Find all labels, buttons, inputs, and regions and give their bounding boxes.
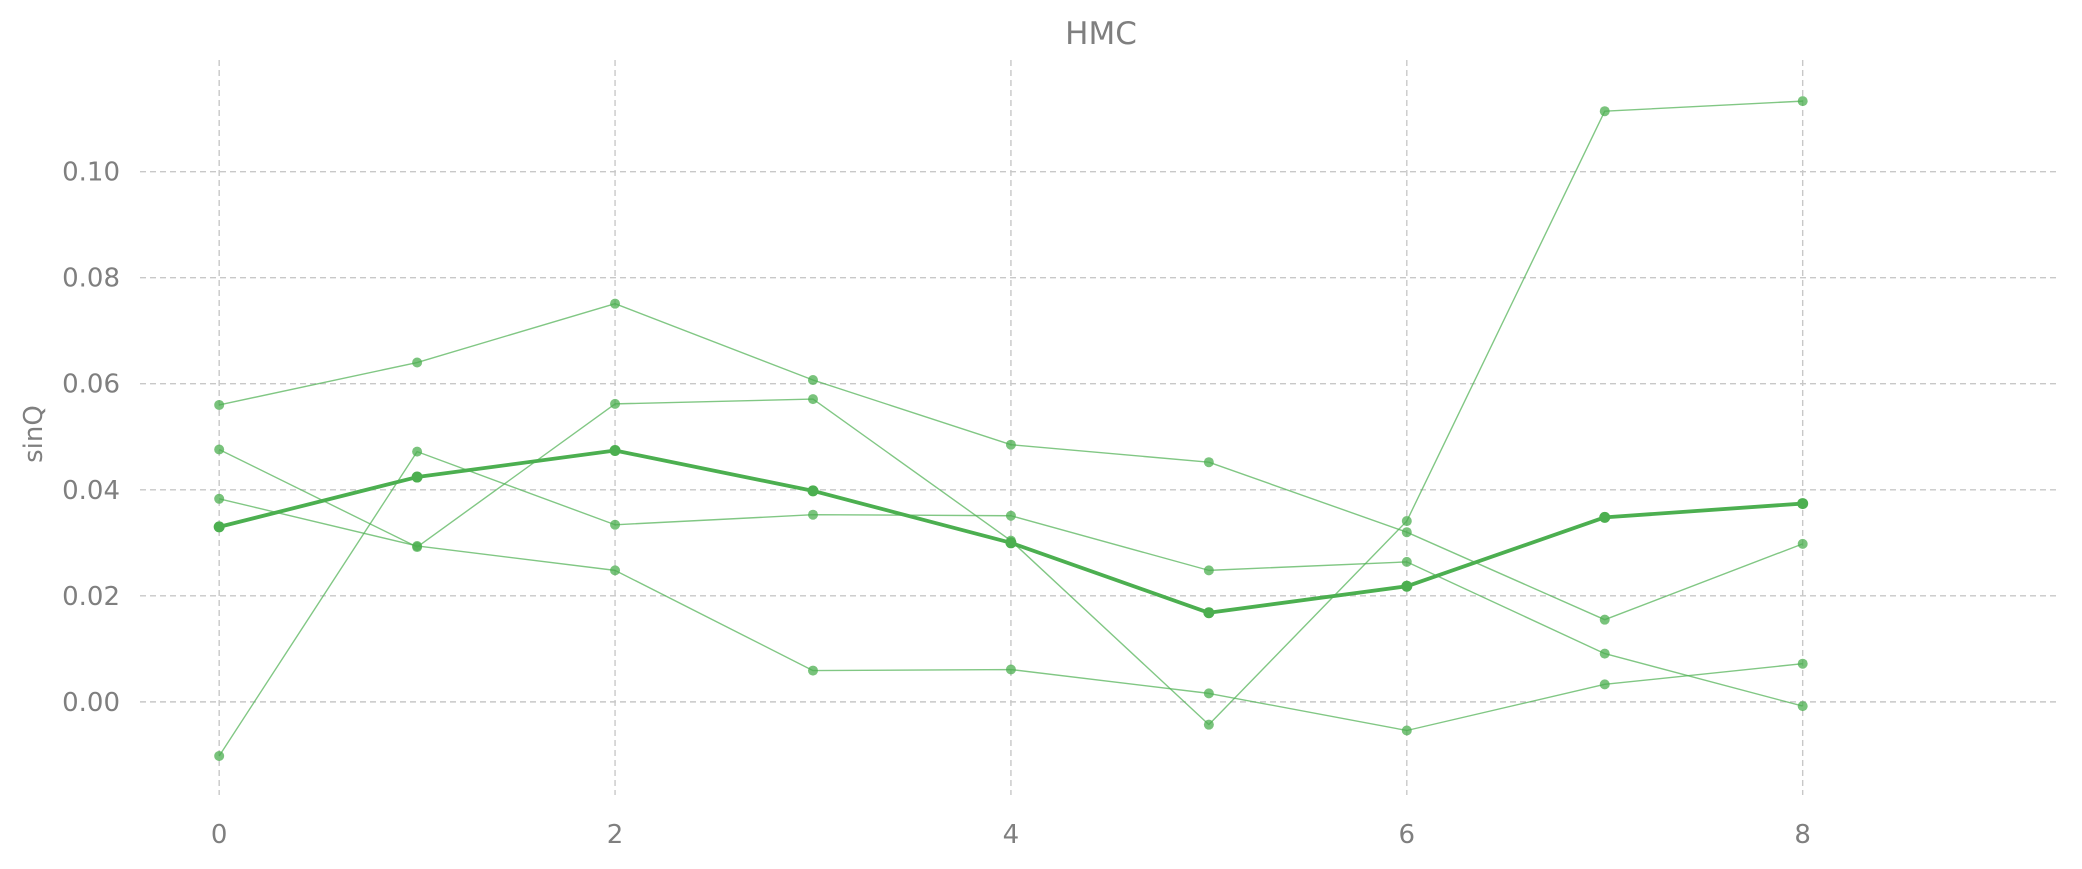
x-tick-label: 6 — [1399, 820, 1416, 850]
y-axis-label: sinQ — [19, 405, 49, 463]
data-point — [609, 445, 621, 457]
data-point — [1599, 614, 1610, 625]
data-point — [1401, 725, 1412, 736]
y-tick-label: 0.04 — [62, 476, 120, 506]
data-point — [1203, 719, 1214, 730]
y-tick-label: 0.02 — [62, 582, 120, 612]
y-tick-label: 0.06 — [62, 370, 120, 400]
data-point — [1005, 510, 1016, 521]
series-4 — [214, 446, 1808, 761]
data-point — [610, 565, 621, 576]
y-tick-label: 0.10 — [62, 158, 120, 188]
grid — [140, 60, 2060, 795]
data-point — [807, 375, 818, 386]
data-point — [412, 540, 423, 551]
data-point — [807, 665, 818, 676]
x-tick-label: 4 — [1003, 820, 1020, 850]
chart-title: HMC — [1065, 16, 1137, 52]
data-point — [1203, 607, 1215, 619]
data-point — [1797, 658, 1808, 669]
series-5 — [213, 445, 1809, 619]
series-lines — [213, 96, 1809, 761]
data-point — [1005, 664, 1016, 675]
x-tick-label: 8 — [1794, 820, 1811, 850]
data-point — [213, 521, 225, 533]
data-point — [610, 519, 621, 530]
data-point — [214, 493, 225, 504]
data-point — [1401, 556, 1412, 567]
series-3 — [214, 493, 1808, 736]
y-tick-label: 0.00 — [62, 688, 120, 718]
data-point — [807, 394, 818, 405]
data-point — [1005, 537, 1017, 549]
data-point — [1203, 688, 1214, 699]
data-point — [412, 446, 423, 457]
data-point — [610, 298, 621, 309]
data-point — [1599, 106, 1610, 117]
data-point — [1797, 498, 1809, 510]
data-point — [807, 485, 819, 497]
data-point — [1599, 679, 1610, 690]
data-point — [214, 444, 225, 455]
data-point — [411, 471, 423, 483]
data-point — [1401, 516, 1412, 527]
tick-labels: 0 2 4 6 8 0.00 0.02 0.04 0.06 0.08 0.10 — [62, 158, 1811, 850]
x-tick-label: 2 — [607, 820, 624, 850]
data-point — [1797, 538, 1808, 549]
data-point — [1797, 96, 1808, 107]
data-point — [1401, 580, 1413, 592]
data-point — [412, 357, 423, 368]
x-tick-label: 0 — [211, 820, 228, 850]
data-point — [610, 398, 621, 409]
data-point — [1203, 457, 1214, 468]
data-point — [214, 399, 225, 410]
data-point — [1599, 511, 1611, 523]
data-point — [807, 509, 818, 520]
series-1 — [214, 298, 1808, 625]
data-point — [1599, 648, 1610, 659]
data-point — [1005, 439, 1016, 450]
data-point — [1203, 565, 1214, 576]
y-tick-label: 0.08 — [62, 264, 120, 294]
data-point — [1797, 701, 1808, 712]
data-point — [214, 750, 225, 761]
data-point — [1401, 527, 1412, 538]
